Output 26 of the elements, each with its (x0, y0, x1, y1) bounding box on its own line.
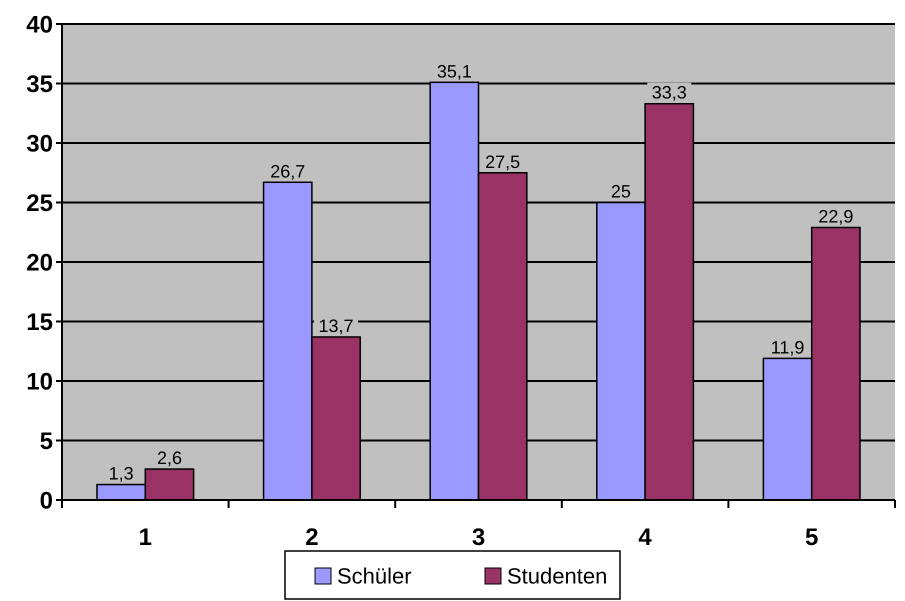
data-label: 27,5 (485, 152, 520, 172)
y-tick-label: 25 (26, 190, 53, 217)
y-tick-label: 5 (40, 428, 53, 455)
y-tick-label: 30 (26, 130, 53, 158)
x-tick-label: 2 (305, 524, 319, 551)
y-tick-label: 15 (26, 308, 53, 336)
x-tick-label: 3 (472, 524, 486, 551)
data-label: 1,3 (108, 464, 134, 484)
x-tick-label: 5 (805, 524, 818, 551)
y-tick-label: 0 (40, 487, 53, 514)
data-label: 35,1 (436, 61, 472, 82)
x-tick-label: 1 (138, 524, 152, 551)
data-label: 22,9 (818, 206, 854, 226)
y-tick-label: 20 (26, 249, 53, 276)
y-tick-label: 10 (26, 368, 53, 396)
legend-label: Studenten (507, 564, 608, 589)
data-label: 25 (610, 182, 631, 202)
data-label: 33,3 (652, 82, 687, 103)
data-label: 26,7 (270, 161, 306, 182)
x-tick-label: 4 (638, 524, 652, 551)
data-label: 2,6 (156, 448, 182, 468)
y-tick-label: 40 (26, 11, 53, 38)
legend-label: Schüler (337, 564, 412, 589)
y-tick-label: 35 (26, 70, 53, 98)
data-label: 13,7 (318, 316, 354, 336)
data-label: 11,9 (770, 337, 804, 358)
